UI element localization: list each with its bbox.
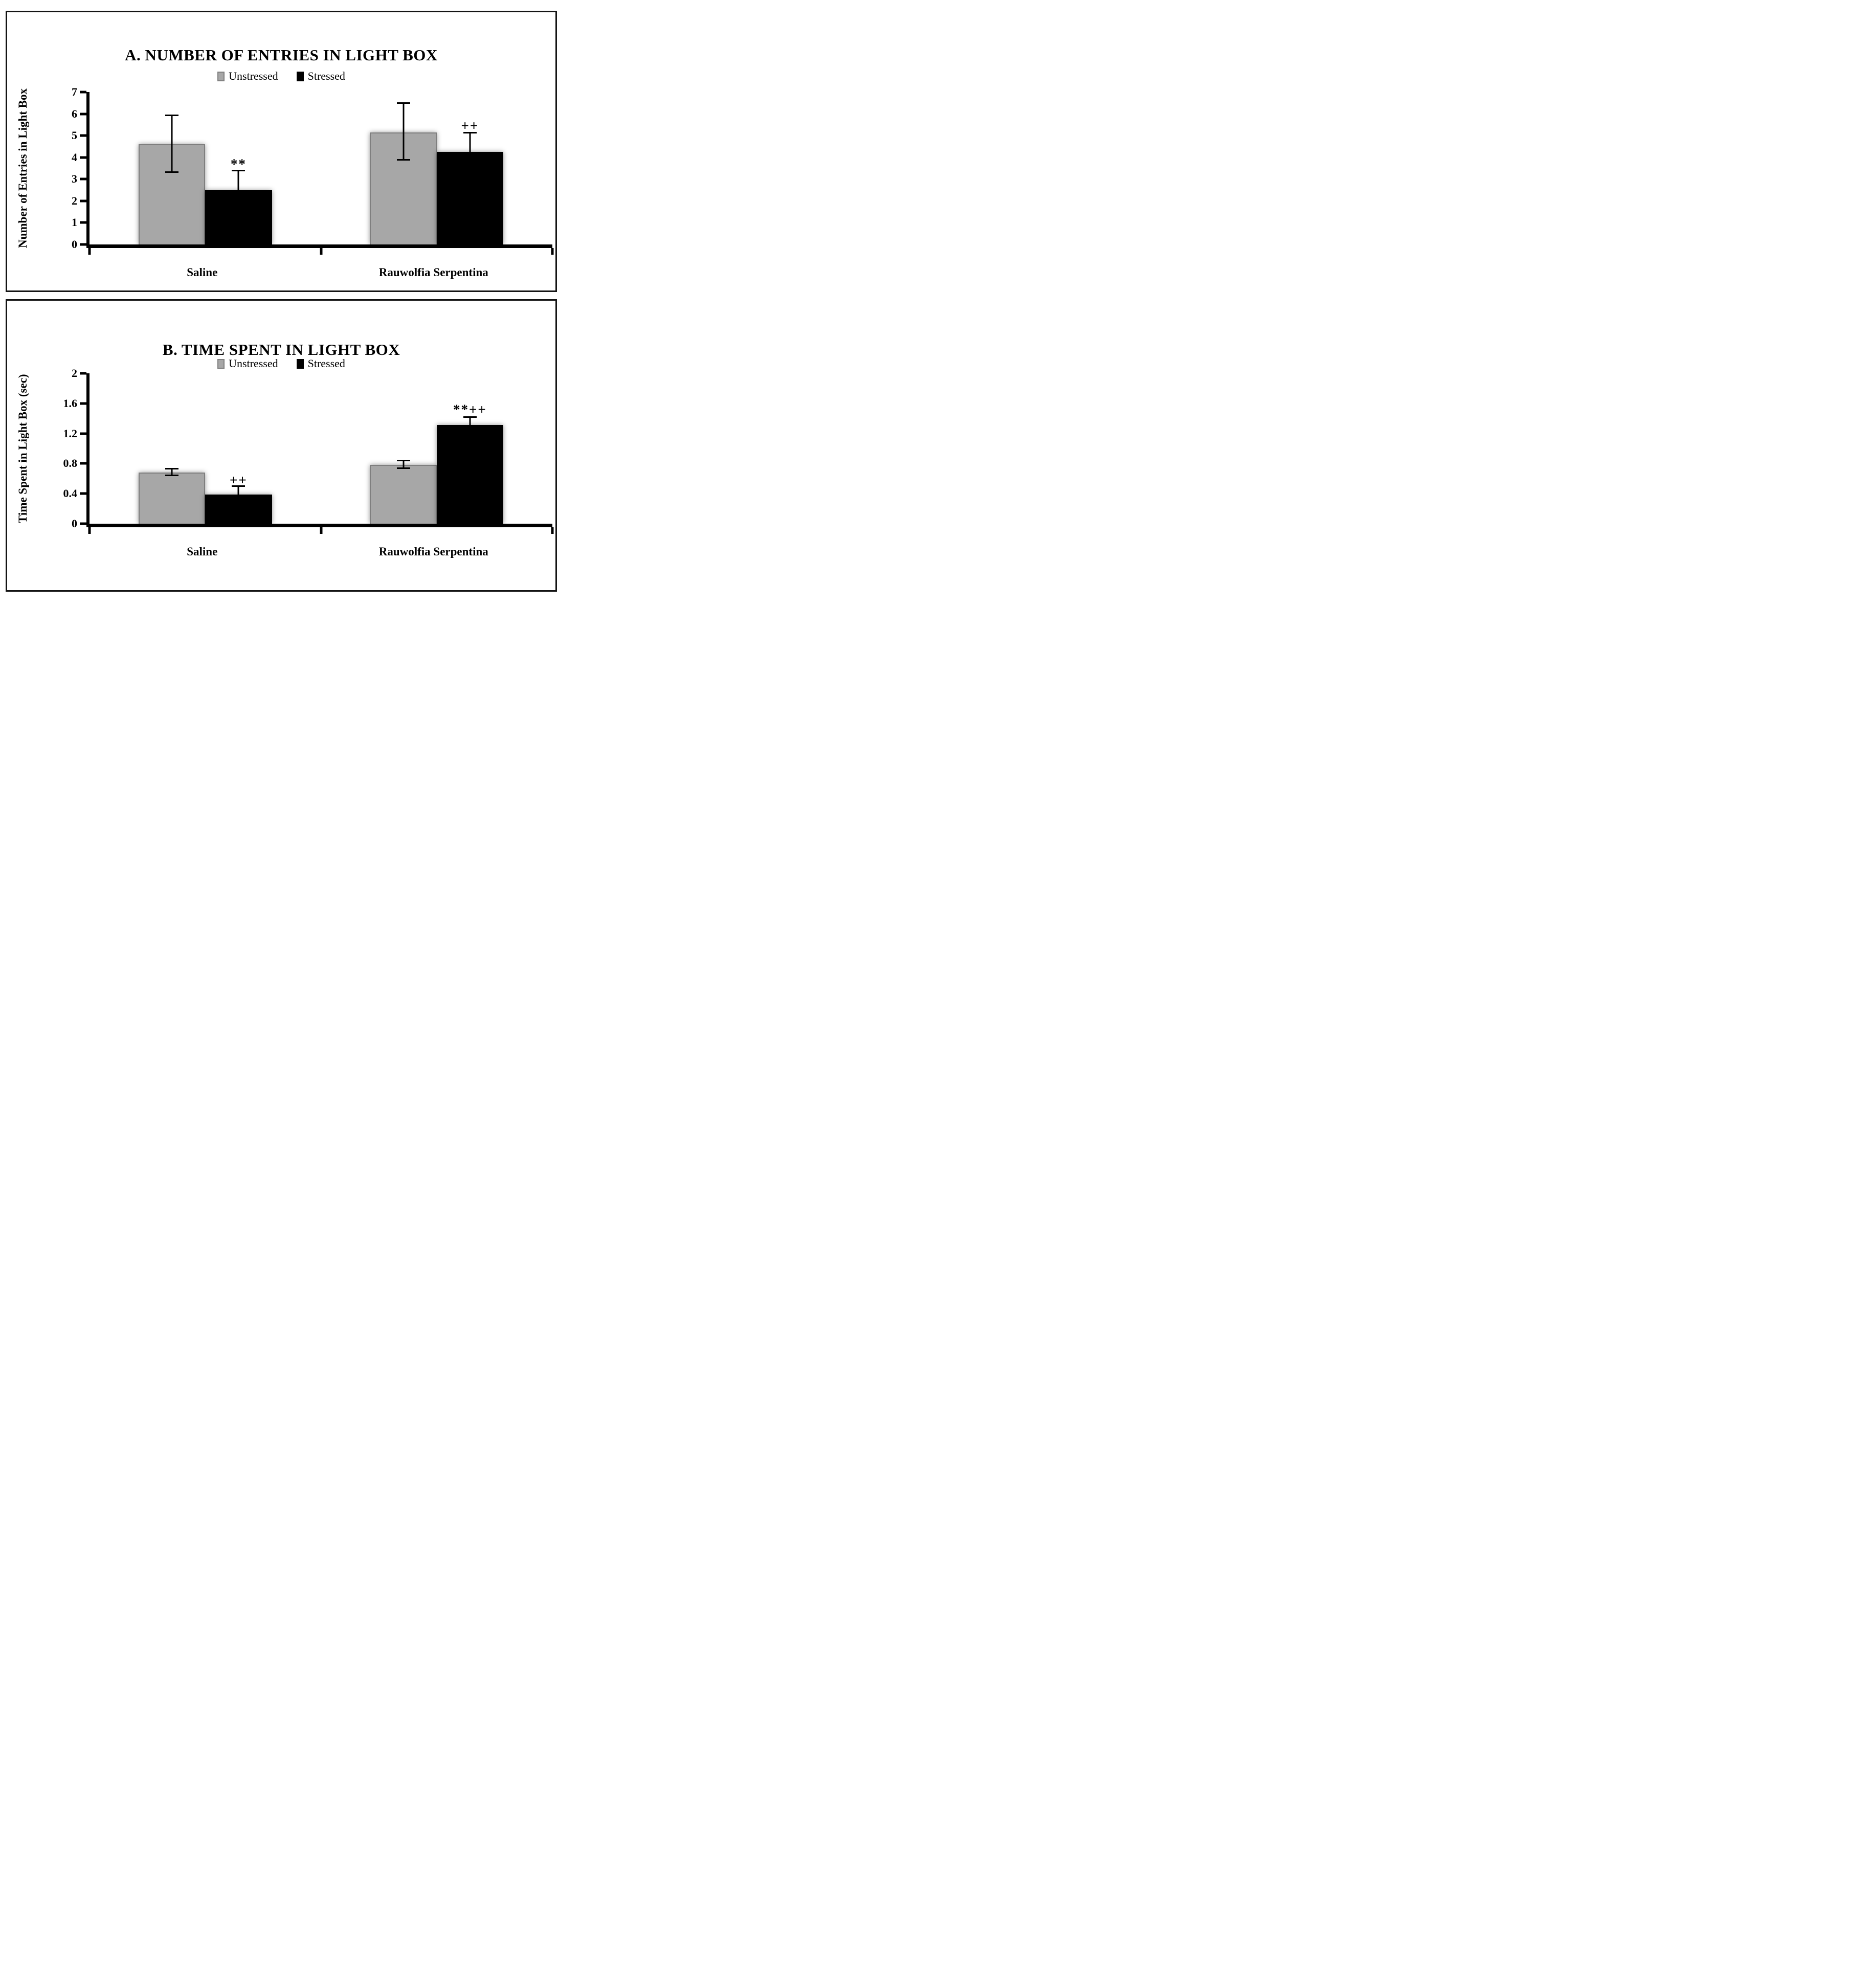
y-axis-tick: [80, 492, 86, 495]
y-tick-label: 7: [72, 85, 77, 98]
error-bar-cap: [396, 467, 410, 469]
y-tick-label: 4: [72, 150, 77, 164]
y-tick-label: 0: [72, 517, 77, 530]
error-bar: [403, 461, 405, 469]
legend-label-unstressed: Unstressed: [229, 70, 278, 82]
error-bar-cap: [463, 416, 477, 418]
panel-b: B. TIME SPENT IN LIGHT BOX Unstressed St…: [6, 299, 557, 592]
bar-unstressed: [370, 465, 437, 524]
error-bar-cap: [165, 468, 179, 470]
legend-label-stressed: Stressed: [307, 70, 345, 82]
legend-item-unstressed: Unstressed: [217, 357, 278, 370]
error-bar-cap: [396, 460, 410, 461]
stressed-swatch-icon: [296, 71, 304, 81]
y-tick-label: 3: [72, 172, 77, 186]
x-axis-tick: [88, 248, 91, 255]
y-axis-tick: [80, 134, 86, 137]
error-bar-cap: [232, 170, 245, 172]
category-label-rauwolfia: Rauwolfia Serpentina: [378, 266, 488, 279]
category-label-saline: Saline: [187, 266, 218, 279]
bar-stressed: [436, 152, 504, 244]
panel-a-title: A. NUMBER OF ENTRIES IN LIGHT BOX: [125, 46, 438, 64]
y-tick-label: 2: [72, 194, 77, 207]
y-axis-label: Number of Entries in Light Box: [16, 88, 29, 249]
figure: A. NUMBER OF ENTRIES IN LIGHT BOX Unstre…: [0, 0, 563, 592]
y-axis-tick: [80, 522, 86, 525]
y-tick-label: 0.4: [63, 487, 78, 500]
y-axis-tick: [80, 221, 86, 224]
y-tick-label: 0: [72, 238, 77, 251]
x-axis-tick: [88, 527, 91, 534]
y-axis-tick: [80, 156, 86, 159]
bar-stressed: [436, 425, 504, 524]
category-label-saline: Saline: [187, 545, 218, 558]
legend-label-unstressed: Unstressed: [229, 357, 278, 370]
category-label-rauwolfia: Rauwolfia Serpentina: [378, 545, 488, 558]
x-axis-tick: [551, 248, 554, 255]
error-bar: [171, 469, 173, 477]
y-axis-tick: [80, 177, 86, 181]
error-bar-cap: [165, 171, 179, 173]
error-bar-cap: [232, 485, 245, 487]
y-axis-tick: [80, 402, 86, 405]
y-tick-label: 5: [72, 129, 77, 142]
x-axis-labels: Saline Rauwolfia Serpentina: [86, 266, 549, 279]
panel-a: A. NUMBER OF ENTRIES IN LIGHT BOX Unstre…: [6, 11, 557, 292]
error-bar: [403, 104, 405, 161]
y-tick-label: 0.8: [63, 457, 78, 470]
legend-item-stressed: Stressed: [296, 357, 345, 370]
legend-item-unstressed: Unstressed: [217, 70, 278, 83]
error-bar: [171, 116, 173, 173]
legend: Unstressed Stressed: [7, 357, 555, 370]
bar-stressed: [205, 190, 272, 244]
bar-unstressed: [138, 473, 206, 524]
y-axis-tick: [80, 243, 86, 246]
x-axis-labels: Saline Rauwolfia Serpentina: [86, 545, 549, 558]
bar-stressed: [205, 494, 272, 524]
y-axis-label: Time Spent in Light Box (sec): [16, 374, 29, 523]
significance-marker: ++: [230, 472, 248, 488]
x-axis-tick: [320, 527, 322, 534]
y-axis-tick: [80, 432, 86, 435]
unstressed-swatch-icon: [217, 358, 225, 369]
x-axis-tick: [320, 248, 322, 255]
y-tick-label: 1: [72, 216, 77, 229]
unstressed-swatch-icon: [217, 71, 225, 81]
panel-b-title: B. TIME SPENT IN LIGHT BOX: [162, 340, 400, 358]
plot-area: 0 0.4 0.8 1.2 1.6 2 ++ **++: [63, 368, 554, 534]
significance-marker: ++: [461, 118, 479, 133]
y-tick-label: 2: [72, 367, 77, 379]
error-bar-cap: [396, 159, 410, 161]
legend-item-stressed: Stressed: [296, 70, 345, 83]
error-bar-cap: [463, 131, 477, 133]
error-bar: [469, 133, 471, 152]
x-axis-tick: [551, 527, 554, 534]
error-bar-cap: [396, 102, 410, 104]
y-axis-tick: [80, 199, 86, 203]
significance-marker: **: [230, 156, 247, 171]
error-bar: [237, 486, 239, 495]
error-bar-cap: [165, 114, 179, 116]
error-bar-cap: [165, 475, 179, 477]
error-bar: [237, 171, 239, 190]
y-tick-label: 1.2: [63, 427, 78, 440]
significance-marker: **++: [453, 401, 487, 417]
y-axis-tick: [80, 113, 86, 116]
y-tick-label: 6: [72, 107, 77, 120]
y-axis-tick: [80, 372, 86, 375]
y-axis-tick: [80, 462, 86, 465]
error-bar: [469, 417, 471, 425]
stressed-swatch-icon: [296, 358, 304, 369]
y-tick-label: 1.6: [63, 396, 78, 410]
plot-area: 0 1 2 3 4 5 6 7 ** ++: [72, 86, 554, 255]
legend: Unstressed Stressed: [7, 70, 555, 83]
y-axis-tick: [80, 91, 86, 94]
legend-label-stressed: Stressed: [307, 357, 345, 370]
